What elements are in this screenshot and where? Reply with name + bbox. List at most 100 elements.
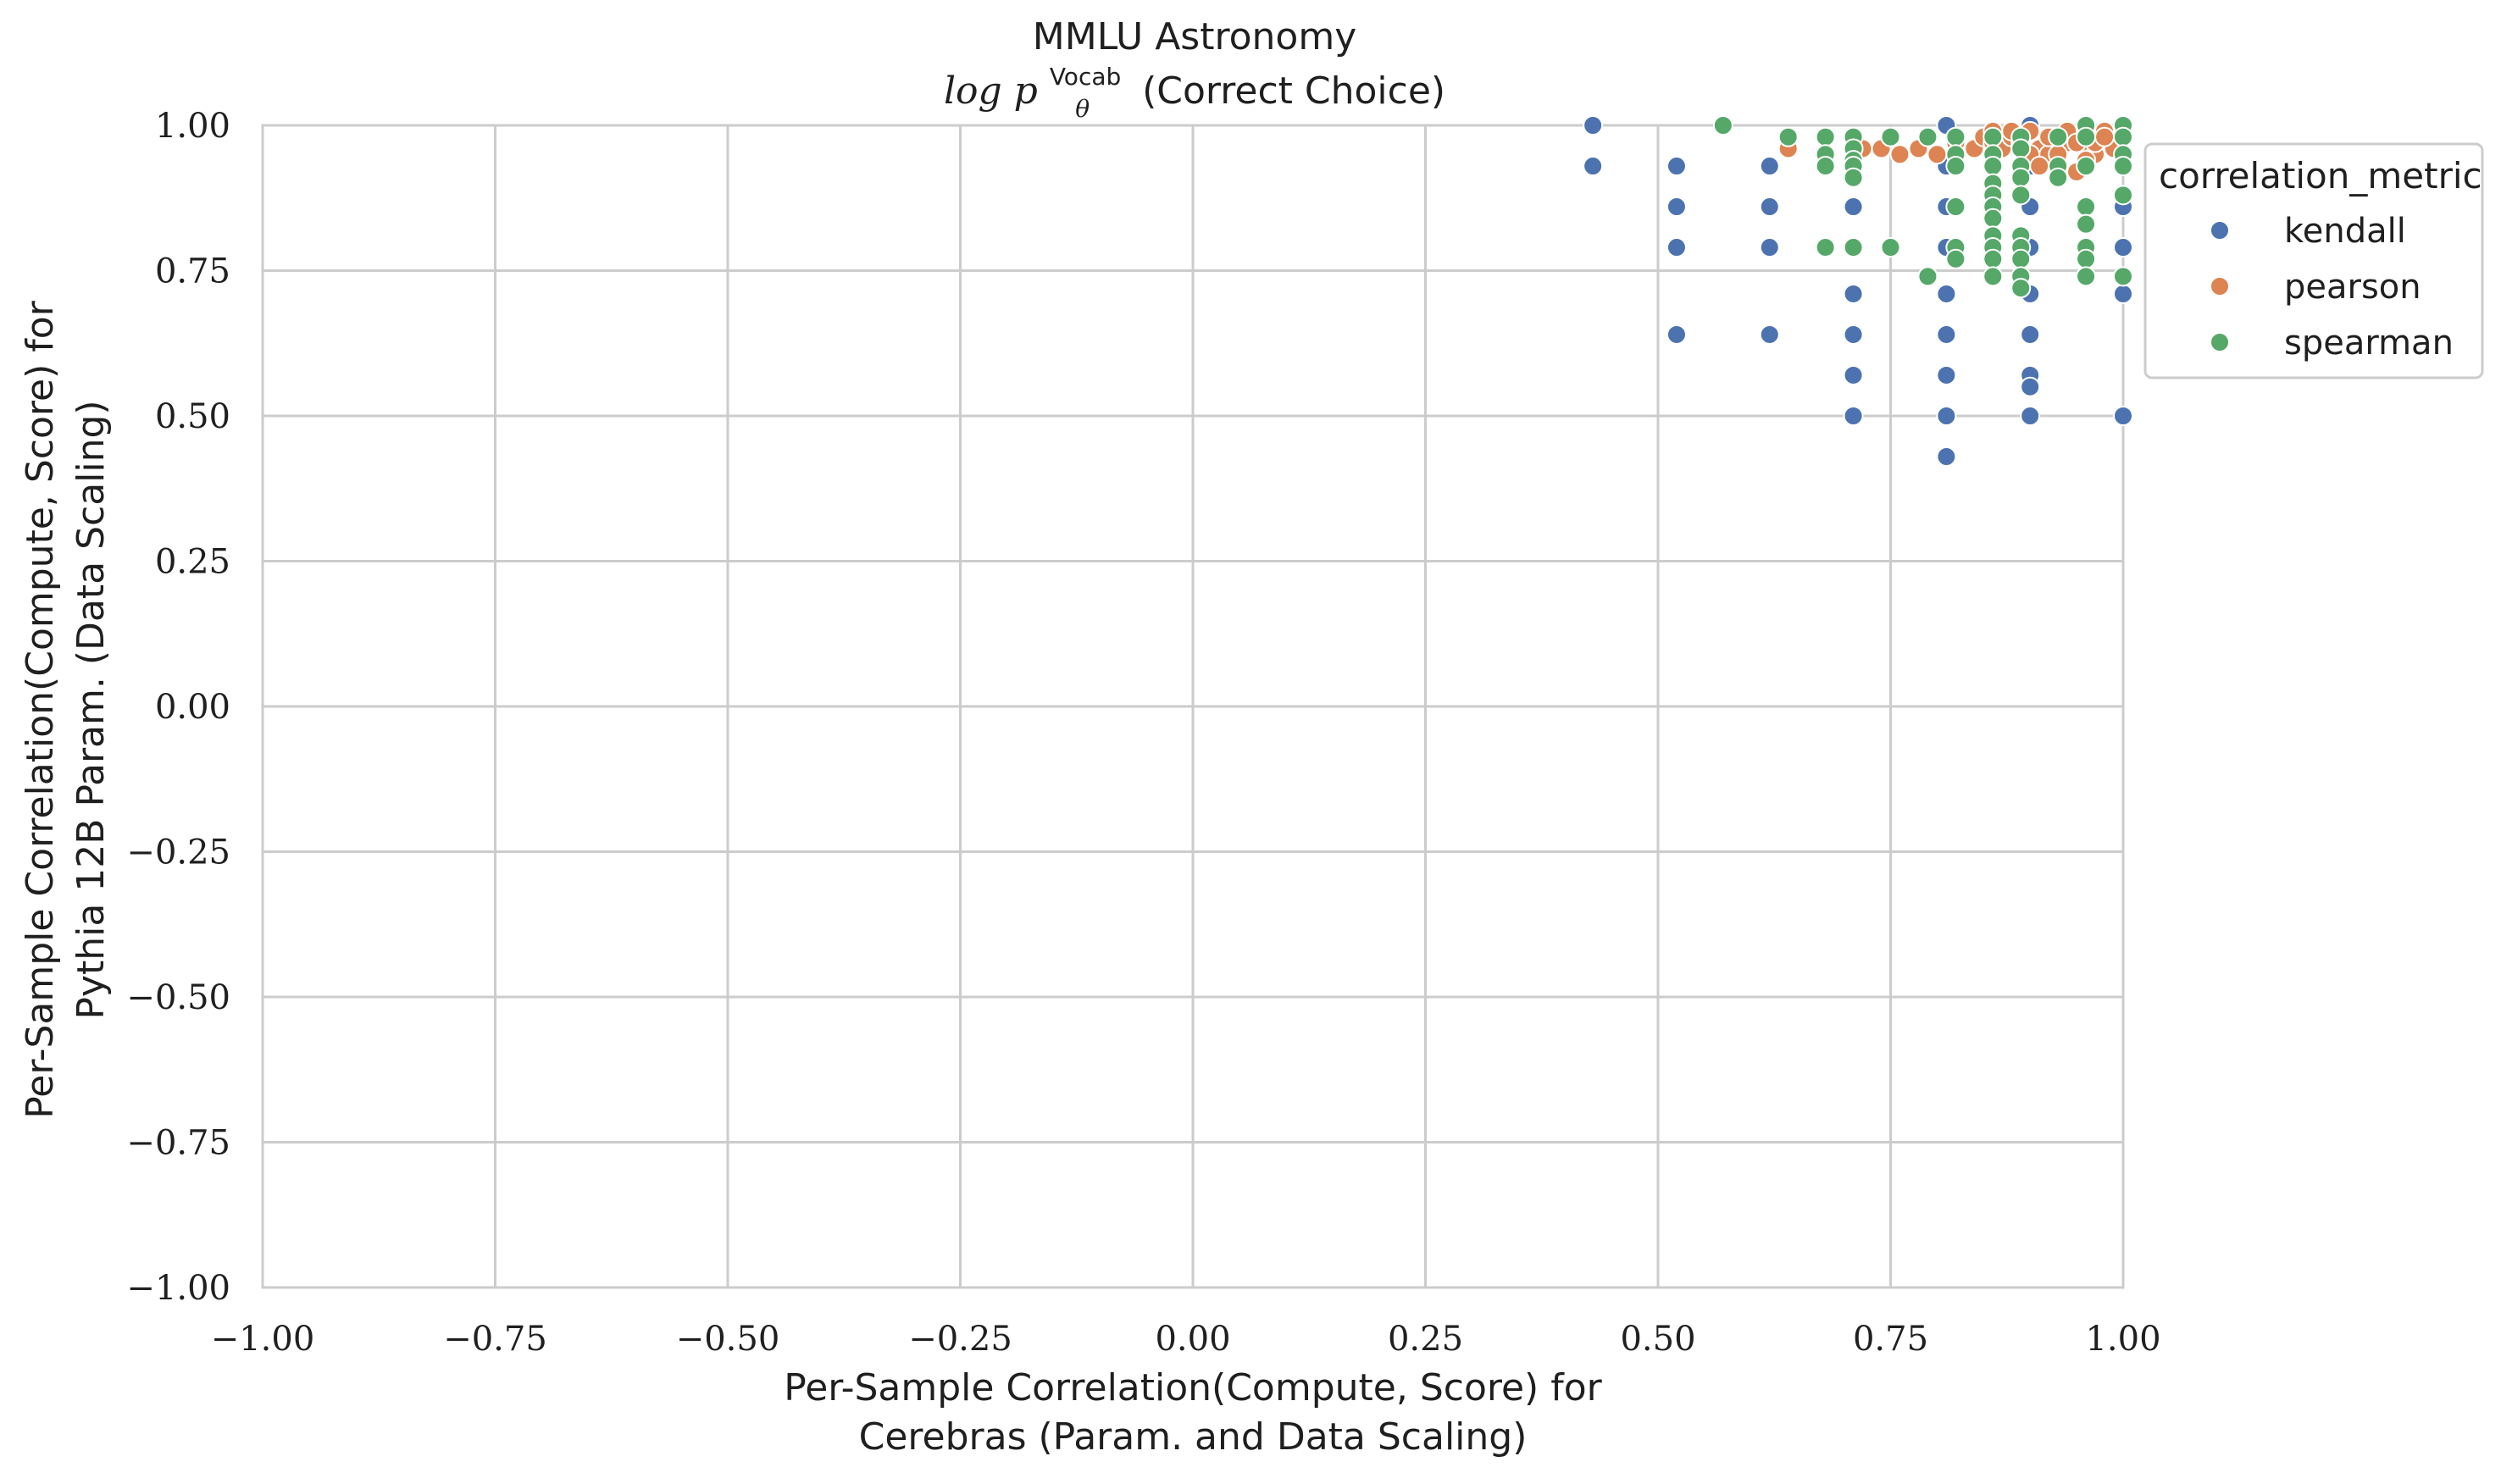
x-tick-label: −0.50 — [676, 1320, 780, 1359]
data-point-spearman — [2076, 197, 2097, 218]
data-point-kendall — [2020, 406, 2041, 426]
x-tick-label: 1.00 — [2085, 1320, 2160, 1359]
data-point-spearman — [2076, 156, 2097, 177]
data-point-kendall — [1666, 324, 1687, 345]
data-point-spearman — [1945, 248, 1966, 269]
data-point-spearman — [1982, 266, 2004, 287]
data-point-spearman — [1945, 156, 1966, 177]
data-point-pearson — [1927, 144, 1948, 165]
legend-label-kendall: kendall — [2284, 212, 2406, 251]
x-tick-label: −1.00 — [211, 1320, 315, 1359]
data-point-pearson — [2094, 126, 2116, 147]
data-point-spearman — [1982, 126, 2004, 147]
x-tick-label: −0.25 — [908, 1320, 1012, 1359]
data-point-spearman — [1880, 237, 1901, 258]
data-point-kendall — [1936, 364, 1957, 385]
legend-label-spearman: spearman — [2284, 324, 2454, 363]
data-point-kendall — [2113, 406, 2133, 426]
data-point-kendall — [1759, 156, 1780, 177]
x-tick-label: 0.50 — [1620, 1320, 1695, 1359]
data-point-spearman — [1880, 126, 1901, 147]
chart-subtitle: log p Vocab θ (Correct Choice) — [944, 51, 1445, 126]
legend-box — [2143, 142, 2484, 379]
data-point-spearman — [2010, 167, 2032, 188]
data-point-spearman — [1982, 156, 2004, 177]
data-point-kendall — [1843, 197, 1864, 218]
legend-marker-kendall — [2210, 220, 2230, 241]
data-point-spearman — [1815, 237, 1836, 258]
data-point-spearman — [2010, 248, 2032, 269]
data-point-kendall — [1936, 324, 1957, 345]
data-point-spearman — [1945, 197, 1966, 218]
chart-subtitle-subscript: θ — [1075, 95, 1090, 123]
legend-marker-spearman — [2210, 332, 2230, 352]
y-tick-label: −1.00 — [126, 1269, 230, 1308]
y-tick-label: 0.50 — [155, 397, 230, 436]
data-point-spearman — [2076, 213, 2097, 235]
data-point-kendall — [1583, 115, 1604, 136]
data-point-kendall — [2113, 237, 2133, 258]
data-point-kendall — [2113, 283, 2133, 304]
data-point-pearson — [1889, 144, 1910, 165]
x-tick-label: 0.75 — [1853, 1320, 1928, 1359]
chart-subtitle-suffix: (Correct Choice) — [1142, 69, 1445, 113]
data-point-spearman — [2113, 266, 2133, 287]
legend: correlation_metric kendall pearson spear… — [2143, 142, 2484, 379]
y-tick-label: 0.75 — [155, 252, 230, 291]
data-point-spearman — [1843, 167, 1864, 188]
data-point-kendall — [1583, 156, 1604, 177]
data-point-kendall — [1936, 446, 1957, 468]
legend-title: correlation_metric — [2159, 155, 2482, 197]
data-point-spearman — [1917, 126, 1938, 147]
data-point-spearman — [2113, 156, 2133, 177]
legend-label-pearson: pearson — [2284, 268, 2421, 307]
data-point-spearman — [2113, 126, 2133, 147]
y-axis-label-line-2: Pythia 12B Param. (Data Scaling) — [69, 400, 113, 1019]
y-tick-label: −0.50 — [126, 978, 230, 1017]
data-point-spearman — [2048, 126, 2069, 147]
x-axis-label-line-1: Per-Sample Correlation(Compute, Score) f… — [784, 1366, 1602, 1409]
data-point-kendall — [2020, 324, 2041, 345]
data-point-spearman — [2010, 185, 2032, 206]
data-point-kendall — [1843, 406, 1864, 426]
chart-subtitle-superscript: Vocab — [1050, 63, 1121, 91]
data-point-spearman — [1917, 266, 1938, 287]
y-tick-label: 0.00 — [155, 688, 230, 727]
data-point-spearman — [1982, 248, 2004, 269]
data-point-spearman — [2113, 185, 2133, 206]
x-tick-label: 0.00 — [1155, 1320, 1230, 1359]
data-point-kendall — [1759, 324, 1780, 345]
data-point-pearson — [2029, 156, 2050, 177]
data-point-kendall — [2020, 376, 2041, 397]
data-point-kendall — [1843, 283, 1864, 304]
data-point-kendall — [1759, 197, 1780, 218]
chart-subtitle-prefix: log p — [944, 69, 1038, 113]
y-tick-labels: 1.00 0.75 0.50 0.25 0.00 −0.25 −0.50 −0.75 −1.00 — [126, 107, 230, 1308]
x-axis-label-line-2: Cerebras (Param. and Data Scaling) — [859, 1415, 1528, 1459]
data-point-spearman — [1815, 156, 1836, 177]
data-point-spearman — [1945, 126, 1966, 147]
data-points — [1583, 115, 2133, 468]
data-point-kendall — [1936, 283, 1957, 304]
data-point-spearman — [2010, 138, 2032, 159]
data-point-kendall — [1666, 156, 1687, 177]
data-point-spearman — [2076, 266, 2097, 287]
legend-marker-pearson — [2210, 276, 2230, 296]
data-point-spearman — [1712, 115, 1733, 136]
x-tick-label: 0.25 — [1388, 1320, 1463, 1359]
y-tick-label: −0.75 — [126, 1124, 230, 1163]
data-point-spearman — [2048, 167, 2069, 188]
data-point-spearman — [1777, 126, 1799, 147]
data-point-kendall — [1666, 237, 1687, 258]
data-point-kendall — [1666, 197, 1687, 218]
data-point-kendall — [1843, 324, 1864, 345]
chart-title: MMLU Astronomy — [1033, 15, 1356, 58]
data-point-spearman — [1843, 237, 1864, 258]
data-point-spearman — [2076, 248, 2097, 269]
data-point-spearman — [2010, 278, 2032, 299]
data-point-spearman — [1982, 208, 2004, 229]
y-tick-label: 1.00 — [155, 107, 230, 146]
y-tick-label: 0.25 — [155, 543, 230, 582]
